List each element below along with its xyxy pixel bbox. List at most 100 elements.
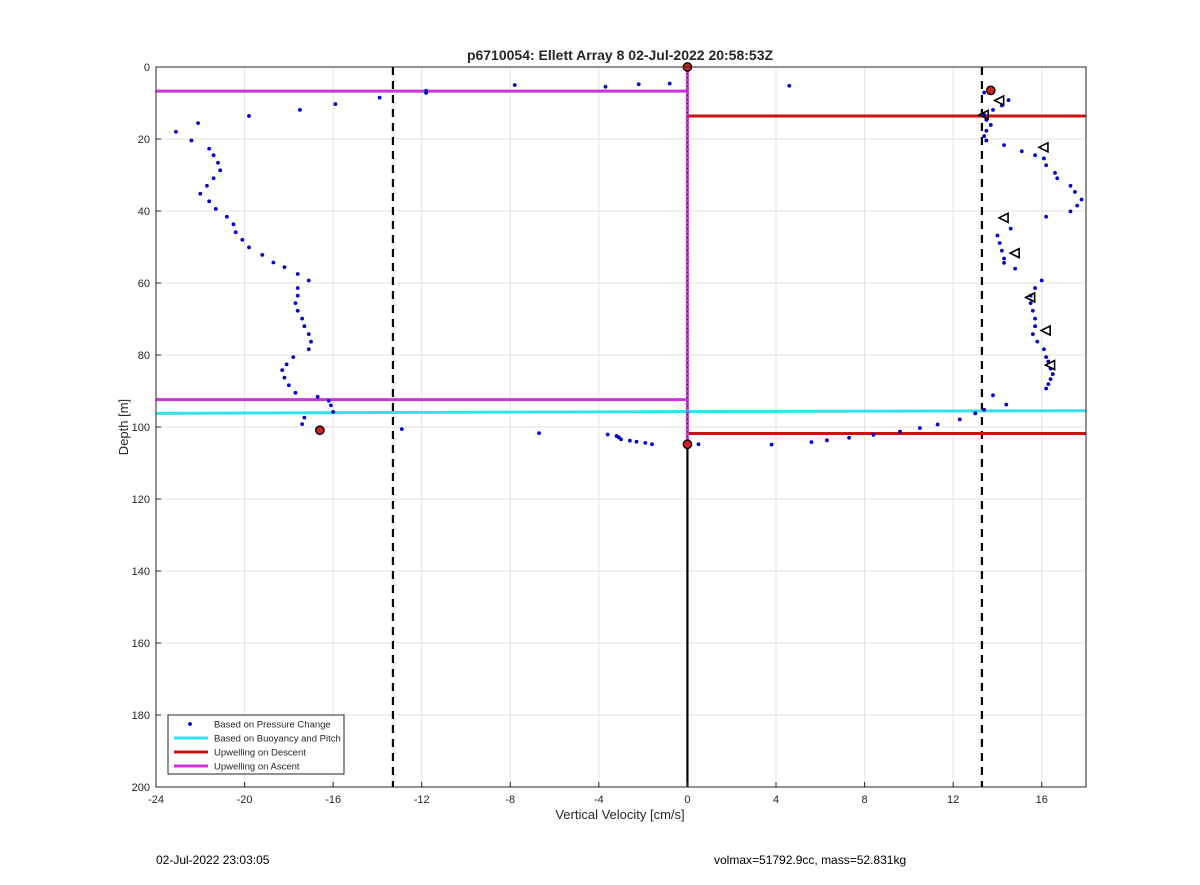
legend-entry-label: Based on Buoyancy and Pitch xyxy=(214,734,341,745)
data-point xyxy=(207,146,212,151)
data-point xyxy=(1019,149,1024,154)
ascent-marker xyxy=(685,186,690,190)
data-point xyxy=(984,128,989,133)
ascent-marker xyxy=(685,341,690,346)
series-line xyxy=(687,409,1087,414)
data-point xyxy=(1033,324,1037,329)
x-tick-label: -20 xyxy=(237,794,253,806)
legend: Based on Pressure Change Based on Buoyanc… xyxy=(167,714,345,775)
data-point xyxy=(280,368,285,373)
data-point xyxy=(997,241,1002,245)
data-point xyxy=(825,438,829,443)
data-point xyxy=(1039,278,1044,283)
data-point xyxy=(1044,355,1049,360)
ascent-marker xyxy=(685,250,690,255)
ascent-marker xyxy=(685,91,690,95)
data-point xyxy=(1044,214,1049,219)
ascent-marker xyxy=(685,263,690,268)
data-point xyxy=(260,253,265,257)
ascent-marker xyxy=(685,134,690,138)
data-point xyxy=(847,435,851,440)
y-tick-label: 40 xyxy=(138,206,150,218)
ascent-marker xyxy=(685,246,690,251)
data-point xyxy=(1042,347,1046,352)
y-tick-label: 160 xyxy=(132,638,150,650)
ascent-marker xyxy=(685,112,690,117)
ascent-marker xyxy=(685,216,690,220)
ascent-marker xyxy=(685,363,690,367)
triangle-marker xyxy=(1008,247,1020,259)
ascent-marker xyxy=(685,199,690,203)
footer-timestamp: 02-Jul-2022 23:03:05 xyxy=(156,853,270,867)
data-point xyxy=(982,134,987,139)
y-tick-label: 0 xyxy=(144,62,150,74)
ascent-marker xyxy=(685,307,690,311)
filled-marker xyxy=(315,425,325,436)
y-tick-label: 180 xyxy=(132,710,150,722)
triangle-marker xyxy=(997,212,1009,224)
data-point xyxy=(293,301,298,306)
data-point xyxy=(935,422,940,427)
data-point xyxy=(333,102,338,106)
data-point xyxy=(298,107,302,112)
data-point xyxy=(198,191,203,196)
data-point xyxy=(918,426,922,430)
y-tick-label: 60 xyxy=(138,278,150,290)
ascent-marker xyxy=(685,78,690,82)
ascent-marker xyxy=(685,380,690,385)
ascent-marker xyxy=(685,333,690,337)
data-point xyxy=(982,407,987,412)
y-tick-label: 100 xyxy=(132,422,150,434)
ascent-marker xyxy=(685,164,690,169)
data-point xyxy=(696,442,701,447)
ascent-marker xyxy=(685,389,690,393)
ascent-marker xyxy=(685,259,690,264)
legend-entry-label: Based on Pressure Change xyxy=(214,720,331,731)
data-point xyxy=(991,107,995,112)
data-point xyxy=(999,248,1004,253)
data-point xyxy=(643,440,648,445)
data-point xyxy=(211,176,216,181)
data-point xyxy=(300,422,305,427)
data-point xyxy=(871,433,876,437)
x-tick-label: -8 xyxy=(505,794,515,806)
ascent-marker xyxy=(685,142,690,147)
triangle-marker xyxy=(1043,359,1056,371)
ascent-marker xyxy=(685,358,690,363)
data-point xyxy=(605,432,610,437)
ascent-marker xyxy=(685,354,690,359)
data-point xyxy=(627,438,632,443)
ascent-marker xyxy=(685,73,690,78)
data-point xyxy=(306,347,311,352)
ascent-marker xyxy=(685,428,690,432)
data-point xyxy=(809,440,814,445)
data-point xyxy=(667,81,672,86)
data-point xyxy=(377,95,382,100)
ascent-marker xyxy=(685,207,690,212)
data-point xyxy=(1004,402,1009,407)
data-point xyxy=(218,168,223,173)
data-point xyxy=(295,308,300,313)
data-point xyxy=(331,409,336,414)
data-point xyxy=(1079,197,1084,202)
ascent-marker xyxy=(685,173,690,177)
data-point xyxy=(302,324,307,329)
data-point xyxy=(306,332,311,337)
y-tick-label: 20 xyxy=(138,134,150,146)
ascent-marker xyxy=(685,190,690,195)
data-point xyxy=(1002,143,1006,148)
data-point xyxy=(1075,203,1080,208)
data-point xyxy=(634,439,639,444)
data-point xyxy=(282,375,287,380)
ascent-marker xyxy=(685,225,690,229)
data-point xyxy=(1055,176,1060,181)
data-point xyxy=(189,138,194,143)
ascent-marker xyxy=(685,82,690,87)
ascent-marker xyxy=(685,367,690,372)
ascent-marker xyxy=(685,406,690,411)
ascent-marker xyxy=(685,203,690,208)
data-point xyxy=(1002,260,1006,265)
data-point xyxy=(957,417,962,422)
ascent-marker xyxy=(685,177,690,182)
